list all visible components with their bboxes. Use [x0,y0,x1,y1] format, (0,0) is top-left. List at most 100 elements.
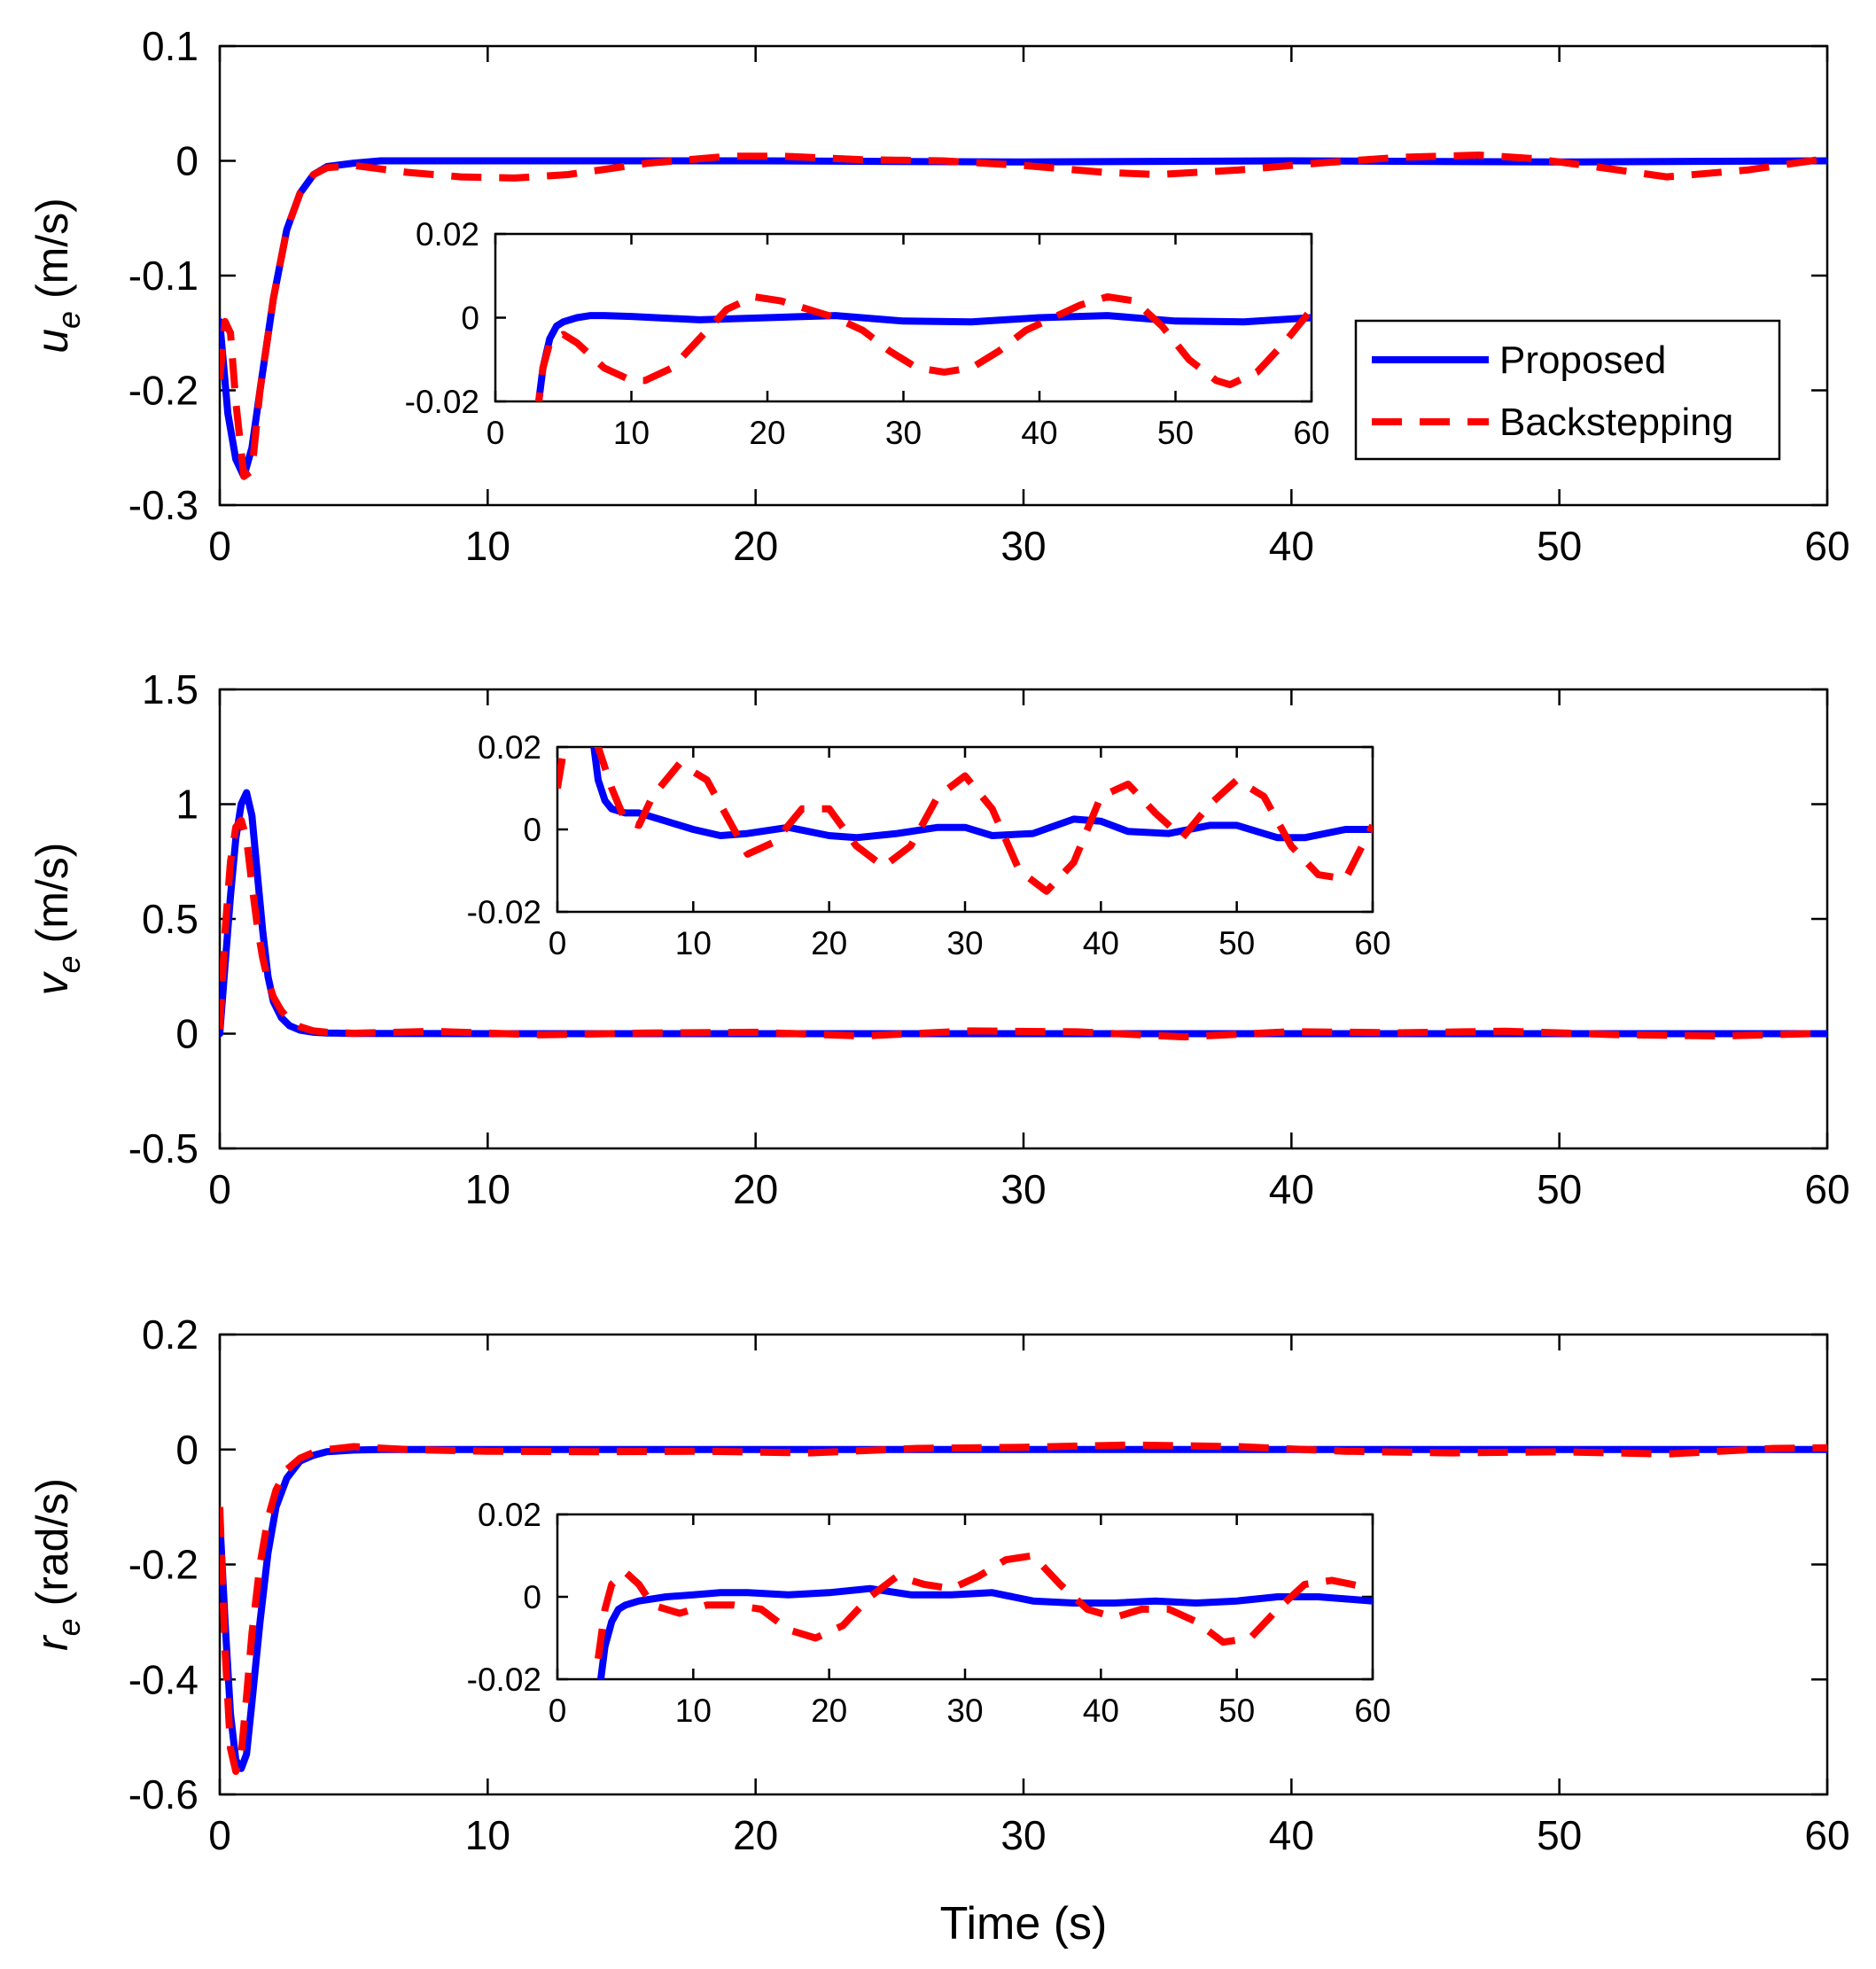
subplot-r-ytick-label: 0.2 [142,1311,198,1358]
subplot-v-ytick-label: -0.5 [128,1125,198,1171]
ylabel-subscript: e [51,955,87,973]
inset-v-line-backstepping [557,747,1373,895]
inset-r-xtick-label: 20 [811,1693,847,1729]
subplot-r-series-group [220,1441,1827,1775]
legend-label-proposed: Proposed [1499,339,1666,382]
inset-r-line-backstepping [595,1552,1373,1660]
subplot-u-xtick-label: 0 [208,523,231,569]
inset-u-xtick-label: 0 [487,415,505,451]
inset-u-xtick-label: 40 [1021,415,1057,451]
inset-r-xtick-label: 50 [1218,1693,1255,1729]
inset-v-xtick-label: 60 [1354,925,1390,961]
subplot-u-xtick-label: 20 [733,523,778,569]
inset-v-ytick-label: 0.02 [478,729,541,766]
ylabel-unit: (m/s) [27,843,77,956]
inset-u-series-group [534,292,1312,401]
subplot-v-xtick-label: 50 [1537,1166,1582,1212]
subplot-u-line-backstepping [220,152,1827,480]
inset-v-xtick-label: 50 [1218,925,1255,961]
inset-v-line-proposed [590,747,1373,842]
inset-u-xtick-label: 20 [749,415,785,451]
x-axis-label: Time (s) [940,1898,1108,1950]
subplot-v-ytick-label: 1 [175,782,198,828]
inset-r-ytick-label: 0 [523,1579,541,1615]
inset-v-series-group [557,747,1373,895]
subplot-u-ylabel: ue (m/s) [27,198,87,354]
subplot-v: 0 10 20 30 40 50 60-0.500.511.5ve (m/s) 0 10 20 30… [27,666,1850,1212]
subplot-u-xtick-label: 50 [1537,523,1582,569]
subplot-v-ylabel: ve (m/s) [27,843,87,996]
inset-u-xtick-label: 30 [885,415,922,451]
inset-u-line-proposed [534,312,1312,401]
subplot-r-xtick-label: 20 [733,1812,778,1858]
inset-r-xtick-label: 60 [1354,1693,1390,1729]
subplot-r-xtick-label: 40 [1269,1812,1314,1858]
subplot-u-series-group [220,152,1827,480]
legend: Proposed Backstepping [1354,319,1781,461]
ylabel-subscript: e [51,311,87,329]
subplot-v-xtick-label: 0 [208,1166,231,1212]
subplot-r-line-backstepping [220,1441,1827,1775]
subplot-u-xtick-label: 10 [465,523,510,569]
subplot-r-ytick-label: -0.2 [128,1542,198,1588]
subplot-u-ytick-label: -0.1 [128,253,198,299]
ylabel-symbol: v [27,970,77,995]
subplot-u-ytick-label: -0.2 [128,368,198,414]
subplot-u-xtick-label: 40 [1269,523,1314,569]
inset-r-xtick-label: 10 [675,1693,712,1729]
subplot-r-ytick-label: -0.6 [128,1771,198,1817]
subplot-v-xtick-label: 30 [1000,1166,1046,1212]
inset-r-ytick-label: -0.02 [467,1662,541,1698]
inset-u-xtick-label: 60 [1293,415,1329,451]
subplot-r-ylabel: re (rad/s) [27,1478,87,1651]
subplot-r-xtick-label: 0 [208,1812,231,1858]
inset-r-line-proposed [596,1584,1373,1679]
inset-u-ytick-label: -0.02 [405,384,479,420]
subplot-v-line-backstepping [220,816,1827,1041]
inset-v-xtick-label: 10 [675,925,712,961]
subplot-r-xtick-label: 60 [1804,1812,1849,1858]
subplot-u: 0 10 20 30 40 50 60 -0.3 -0.2 -0.1 0 0.1 ue (m/s) 0 10… [27,23,1850,569]
subplot-u-ytick-label: 0 [175,138,198,184]
subplot-v-ytick-label: 1.5 [142,666,198,712]
subplot-r: 0 10 20 30 40 50 60 -0.6 -0.4 -0.2 0 0.2 re (rad/s) 0… [27,1311,1850,1950]
ylabel-unit: (rad/s) [27,1478,77,1618]
subplot-u-xtick-label: 60 [1804,523,1849,569]
inset-v-ytick-label: -0.02 [467,894,541,930]
subplot-r-ytick-label: -0.4 [128,1656,198,1702]
inset-r-xtick-label: 30 [946,1693,983,1729]
inset-u-xtick-label: 10 [613,415,650,451]
subplot-v-series-group [220,789,1827,1041]
legend-label-backstepping: Backstepping [1499,401,1733,444]
ylabel-symbol: r [27,1634,77,1651]
inset-u-ytick-label: 0 [461,300,479,337]
subplot-u-xtick-label: 30 [1000,523,1046,569]
inset-r-xtick-label: 0 [549,1693,567,1729]
inset-v-xtick-label: 0 [549,925,567,961]
ylabel-unit: (m/s) [27,198,77,311]
subplot-u-ytick-label: -0.3 [128,482,198,528]
subplot-v-ytick-label: 0.5 [142,896,198,942]
subplot-r-line-proposed [220,1445,1827,1772]
inset-r-series-group [595,1552,1373,1679]
subplot-v-xtick-label: 40 [1269,1166,1314,1212]
subplot-r-xtick-label: 10 [465,1812,510,1858]
inset-u-line-backstepping [534,292,1312,401]
subplot-u-ytick-label: 0.1 [142,23,198,69]
inset-v-ytick-label: 0 [523,812,541,848]
inset-r-ytick-label: 0.02 [478,1497,541,1533]
subplot-v-ytick-label: 0 [175,1011,198,1057]
ylabel-symbol: u [27,329,77,354]
ylabel-subscript: e [51,1618,87,1636]
inset-u-xtick-label: 50 [1157,415,1194,451]
subplot-v-xtick-label: 20 [733,1166,778,1212]
subplot-r-ytick-label: 0 [175,1427,198,1473]
subplot-v-xtick-label: 10 [465,1166,510,1212]
inset-v-xtick-label: 30 [946,925,983,961]
inset-r-xtick-label: 40 [1083,1693,1119,1729]
subplot-r-xtick-label: 50 [1537,1812,1582,1858]
